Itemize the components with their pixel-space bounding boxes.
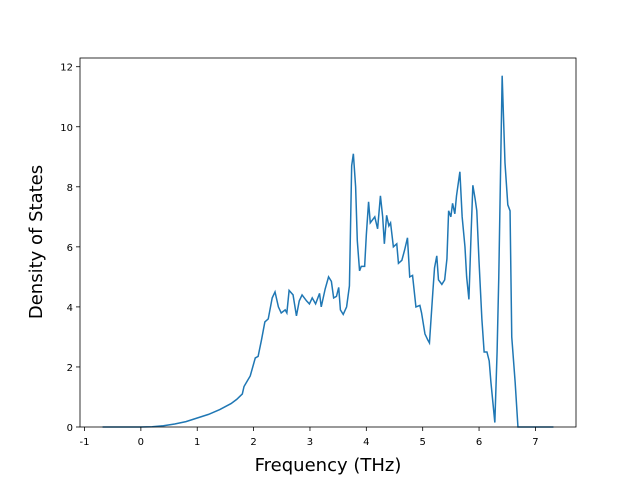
x-tick-label: 0 xyxy=(138,437,144,448)
y-tick-label: 12 xyxy=(60,63,73,74)
line-series xyxy=(102,75,554,428)
y-tick-label: 10 xyxy=(60,123,73,134)
axes-frame xyxy=(79,57,577,428)
y-tick-label: 4 xyxy=(67,303,73,314)
x-tick-label: 2 xyxy=(250,437,256,448)
x-tick-label: 6 xyxy=(476,437,482,448)
x-tick-label: -1 xyxy=(80,437,90,448)
x-tick-label: 5 xyxy=(420,437,426,448)
x-tick-label: 1 xyxy=(194,437,200,448)
x-tick-label: 7 xyxy=(532,437,538,448)
x-tick-label: 4 xyxy=(363,437,369,448)
x-tick-label: 3 xyxy=(307,437,313,448)
x-axis-label: Frequency (THz) xyxy=(255,455,402,476)
plot-area xyxy=(102,75,554,428)
y-tick-label: 0 xyxy=(67,423,73,434)
y-tick-label: 8 xyxy=(67,183,73,194)
y-axis-label: Density of States xyxy=(26,165,47,319)
y-tick-label: 2 xyxy=(67,363,73,374)
y-tick-label: 6 xyxy=(67,243,73,254)
